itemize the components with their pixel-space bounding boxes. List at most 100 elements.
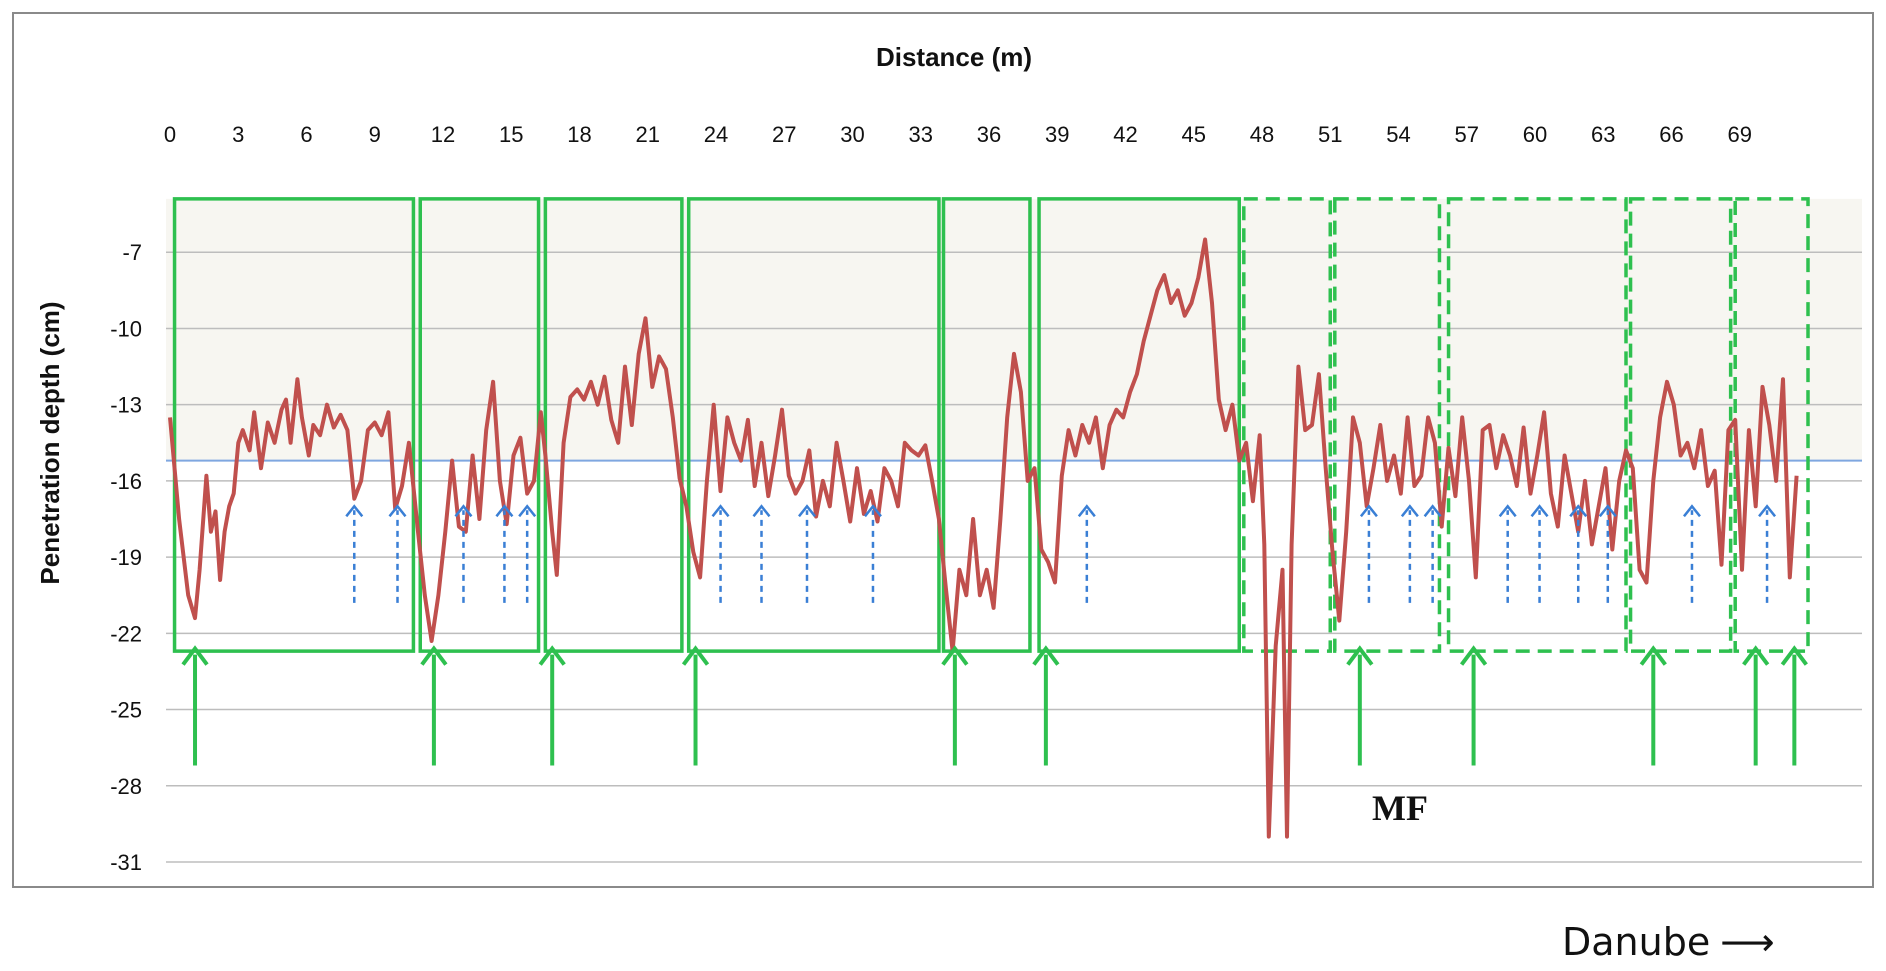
x-tick-label: 63 — [1591, 122, 1615, 147]
arrow-head — [1459, 645, 1488, 666]
arrow-head — [1569, 504, 1588, 518]
x-tick-label: 27 — [772, 122, 796, 147]
segment-boundary-arrow-icon — [1639, 645, 1667, 766]
shaded-band — [166, 198, 1862, 461]
penetration-depth-series — [168, 237, 1799, 839]
segment-boundary-arrow-icon — [941, 645, 969, 766]
arrow-head — [1032, 645, 1060, 666]
y-tick-label: -7 — [122, 240, 142, 265]
y-tick-label: -13 — [110, 393, 142, 418]
arrow-head — [1346, 645, 1374, 666]
sub-segment-arrow-icon — [495, 504, 514, 603]
x-tick-label: 42 — [1113, 122, 1137, 147]
x-tick-label: 57 — [1455, 122, 1479, 147]
arrow-head — [1780, 645, 1808, 666]
segment-boundary-arrow-icon — [420, 645, 448, 766]
arrow-head — [1639, 645, 1667, 666]
arrow-head — [518, 504, 537, 518]
sub-segment-arrow-icon — [711, 504, 730, 603]
sub-segment-arrow-icon — [1498, 504, 1517, 603]
x-tick-label: 54 — [1386, 122, 1410, 147]
x-tick-label: 60 — [1523, 122, 1547, 147]
segment-box-dashed — [1333, 197, 1442, 653]
x-tick-label: 30 — [840, 122, 864, 147]
x-tick-label: 66 — [1659, 122, 1683, 147]
y-tick-label: -16 — [110, 469, 142, 494]
arrow-head — [388, 504, 407, 518]
y-tick-label: -28 — [110, 774, 142, 799]
segment-boundary-arrow-icon — [538, 645, 566, 766]
arrow-head — [681, 645, 710, 666]
penetration-depth-chart: 0 3 6 9 12 15 18 21 24 27 30 33 36 39 42 45 48 51 54 57 60 63… — [35, 42, 1862, 875]
x-tick-label: 36 — [977, 122, 1001, 147]
arrow-head — [1077, 504, 1096, 518]
x-tick-label: 51 — [1318, 122, 1342, 147]
y-tick-label: -25 — [110, 698, 142, 723]
segment-box-solid — [1037, 197, 1242, 653]
y-tick-label: -31 — [110, 850, 142, 875]
arrow-head — [863, 504, 882, 518]
shaded-plot-area — [166, 198, 1862, 461]
sub-segment-arrow-icon — [1598, 504, 1617, 603]
y-tick-labels: -7 -10 -13 -16 -19 -22 -25 -28 -31 — [110, 240, 142, 875]
segment-boundary-arrow-icon — [1780, 645, 1808, 766]
x-tick-label: 39 — [1045, 122, 1069, 147]
x-tick-label: 48 — [1250, 122, 1274, 147]
x-tick-label: 0 — [164, 122, 176, 147]
y-tick-label: -10 — [110, 316, 142, 341]
segment-box-dashed — [1628, 197, 1733, 653]
segment-arrows — [181, 504, 1808, 766]
sub-segment-arrow-icon — [345, 504, 364, 603]
sub-segment-arrow-icon — [388, 504, 407, 603]
y-tick-label: -22 — [110, 621, 142, 646]
x-tick-label: 33 — [909, 122, 933, 147]
flow-direction-arrow-icon: ⟶ — [1720, 920, 1775, 964]
arrow-head — [1359, 504, 1378, 518]
x-tick-labels: 0 3 6 9 12 15 18 21 24 27 30 33 36 39 42 45 48 51 54 57 60 63… — [164, 122, 1752, 147]
x-tick-label: 15 — [499, 122, 523, 147]
x-tick-label: 24 — [704, 122, 728, 147]
arrow-head — [1742, 645, 1770, 666]
sub-segment-arrow-icon — [863, 504, 882, 603]
x-tick-label: 45 — [1182, 122, 1206, 147]
arrow-head — [798, 504, 816, 518]
segment-box-dashed — [1242, 197, 1333, 653]
segment-boundary-arrow-icon — [1032, 645, 1060, 766]
sub-segment-arrow-icon — [1359, 504, 1378, 603]
segment-boundary-arrow-icon — [681, 645, 710, 766]
arrow-head — [752, 504, 771, 518]
sub-segment-arrow-icon — [798, 504, 816, 603]
segment-boxes — [172, 197, 1810, 653]
segment-boundary-arrow-icon — [181, 645, 209, 766]
y-axis-title: Penetration depth (cm) — [35, 301, 65, 584]
arrow-head — [420, 645, 448, 666]
mf-annotation: MF — [1372, 788, 1428, 828]
x-tick-label: 9 — [369, 122, 381, 147]
arrow-head — [1400, 504, 1419, 518]
sub-segment-arrow-icon — [752, 504, 771, 603]
segment-box-solid — [941, 197, 1032, 653]
arrow-head — [454, 504, 473, 518]
x-tick-label: 12 — [431, 122, 455, 147]
y-tick-label: -19 — [110, 545, 142, 570]
sub-segment-arrow-icon — [1423, 504, 1442, 603]
arrow-head — [941, 645, 969, 666]
arrow-head — [1598, 504, 1617, 518]
sub-segment-arrow-icon — [1077, 504, 1096, 603]
arrow-head — [711, 504, 730, 518]
segment-boundary-arrow-icon — [1346, 645, 1374, 766]
segment-box-solid — [172, 197, 416, 653]
segment-boundary-arrow-icon — [1459, 645, 1488, 766]
x-tick-label: 3 — [232, 122, 244, 147]
x-tick-label: 21 — [636, 122, 660, 147]
arrow-head — [1530, 504, 1549, 518]
x-axis-title: Distance (m) — [876, 42, 1032, 72]
arrow-head — [1498, 504, 1517, 518]
segment-boundary-arrow-icon — [1742, 645, 1770, 766]
sub-segment-arrow-icon — [1758, 504, 1777, 603]
arrow-head — [538, 645, 566, 666]
sub-segment-arrow-icon — [1530, 504, 1549, 603]
sub-segment-arrow-icon — [518, 504, 537, 603]
arrow-head — [1423, 504, 1442, 518]
sub-segment-arrow-icon — [1682, 504, 1701, 603]
